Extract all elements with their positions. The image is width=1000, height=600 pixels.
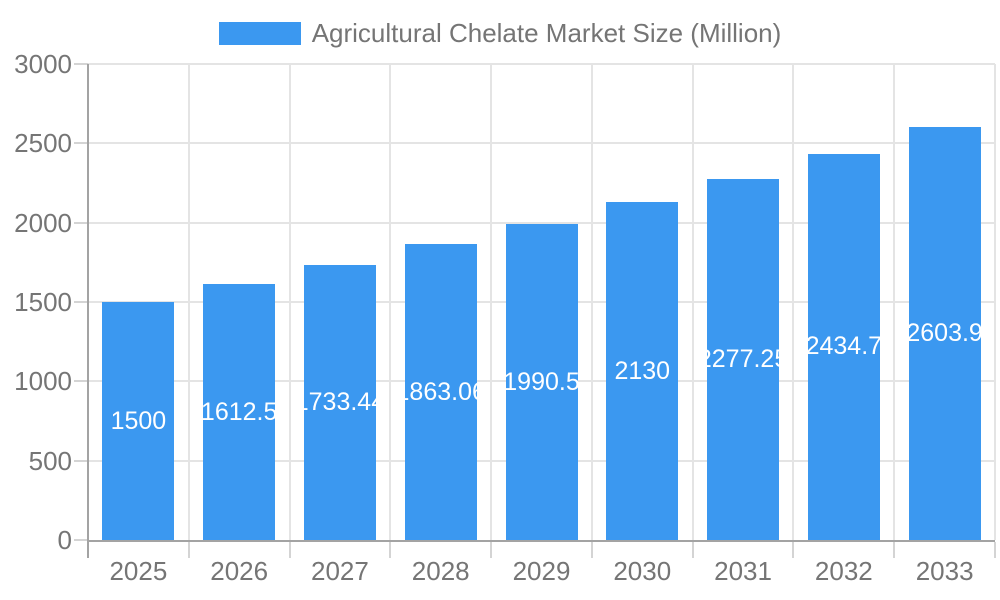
x-axis-tick-label: 2030 bbox=[613, 556, 672, 586]
x-axis-tick-label: 2033 bbox=[915, 556, 974, 586]
bar-value-label: 1500 bbox=[110, 406, 167, 435]
y-axis-tick bbox=[74, 539, 88, 541]
x-axis-tick-label: 2031 bbox=[714, 556, 772, 586]
bar[interactable]: 1733.44 bbox=[303, 264, 376, 540]
x-axis-tick bbox=[590, 542, 593, 558]
y-axis-line bbox=[87, 64, 89, 558]
y-axis-tick-label: 2000 bbox=[14, 207, 72, 238]
bar[interactable]: 2603.9 bbox=[908, 126, 981, 540]
bar[interactable]: 1500 bbox=[102, 302, 175, 540]
y-gridline bbox=[88, 63, 995, 65]
x-axis-tick-label: 2026 bbox=[210, 556, 269, 586]
x-gridline bbox=[893, 64, 896, 540]
x-axis-tick-label: 2027 bbox=[311, 556, 369, 586]
bar[interactable]: 2434.7 bbox=[807, 153, 880, 540]
y-axis-tick bbox=[74, 142, 88, 145]
x-gridline bbox=[590, 64, 593, 540]
y-axis-tick-label: 2500 bbox=[14, 128, 72, 159]
y-axis-tick-label: 500 bbox=[28, 445, 72, 476]
bar[interactable]: 1990.5 bbox=[505, 224, 578, 540]
y-axis-tick-label: 3000 bbox=[14, 49, 72, 79]
legend: Agricultural Chelate Market Size (Millio… bbox=[0, 18, 1000, 49]
bar[interactable]: 1612.5 bbox=[203, 284, 276, 540]
bar[interactable]: 2277.25 bbox=[707, 178, 780, 540]
y-axis-tick bbox=[74, 63, 88, 65]
x-gridline bbox=[187, 64, 190, 540]
bar-value-label: 2277.25 bbox=[707, 344, 779, 373]
x-axis-tick bbox=[893, 542, 896, 558]
bar-value-label: 1733.44 bbox=[304, 387, 376, 416]
legend-swatch-icon bbox=[218, 22, 301, 45]
bar-value-label: 1612.5 bbox=[203, 397, 276, 426]
bar-value-label: 1863.06 bbox=[405, 377, 477, 406]
x-axis-tick-label: 2025 bbox=[109, 556, 168, 586]
x-axis-line bbox=[87, 540, 995, 542]
x-axis-tick bbox=[389, 542, 392, 558]
x-axis-tick bbox=[994, 542, 996, 558]
bar-value-label: 2434.7 bbox=[807, 332, 880, 361]
x-gridline bbox=[792, 64, 795, 540]
bar-value-label: 1990.5 bbox=[505, 367, 578, 396]
bar[interactable]: 2130 bbox=[606, 202, 679, 540]
x-gridline bbox=[490, 64, 493, 540]
y-axis-tick bbox=[74, 380, 88, 383]
x-gridline bbox=[691, 64, 694, 540]
bar[interactable]: 1863.06 bbox=[404, 244, 477, 540]
y-gridline bbox=[88, 142, 995, 145]
y-gridline bbox=[88, 221, 995, 224]
x-axis-tick bbox=[691, 542, 694, 558]
y-axis-tick bbox=[74, 459, 88, 462]
x-axis-tick bbox=[187, 542, 190, 558]
x-axis-tick bbox=[792, 542, 795, 558]
y-axis-tick-label: 1500 bbox=[14, 287, 72, 317]
y-axis-tick bbox=[74, 221, 88, 224]
x-axis-tick bbox=[288, 542, 291, 558]
legend-label: Agricultural Chelate Market Size (Millio… bbox=[311, 18, 782, 48]
bar-value-label: 2603.9 bbox=[908, 318, 981, 347]
bar-value-label: 2130 bbox=[614, 356, 671, 385]
x-gridline bbox=[994, 64, 996, 540]
x-gridline bbox=[288, 64, 291, 540]
y-axis-tick-label: 1000 bbox=[14, 366, 72, 397]
x-gridline bbox=[389, 64, 392, 540]
x-axis-tick-label: 2028 bbox=[411, 556, 470, 586]
y-axis-tick-label: 0 bbox=[57, 525, 72, 555]
y-axis-tick bbox=[74, 301, 88, 303]
x-axis-tick bbox=[490, 542, 493, 558]
x-axis-tick-label: 2029 bbox=[512, 556, 571, 586]
x-axis-tick-label: 2032 bbox=[814, 556, 873, 586]
